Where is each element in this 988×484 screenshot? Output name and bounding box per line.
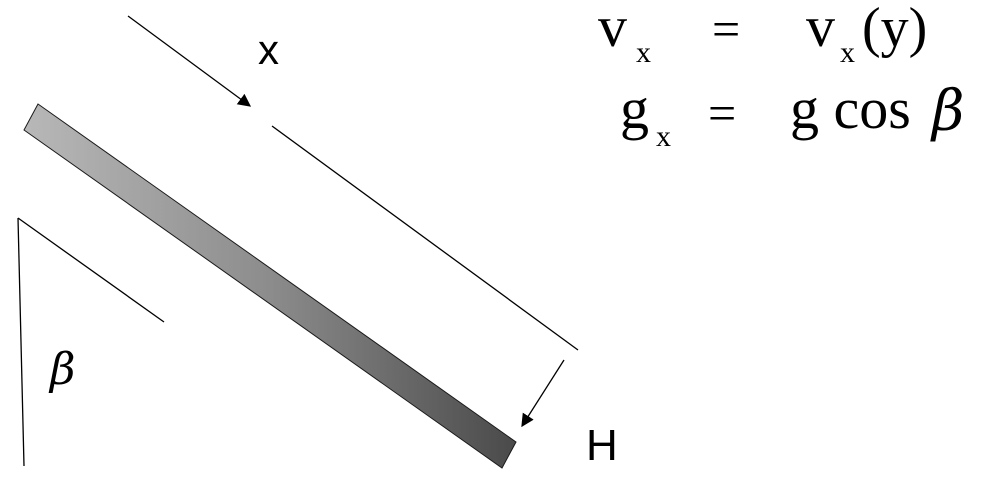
x-axis-label: x [258,26,279,73]
height-label: H [586,421,618,470]
equation-velocity: v x = v x (y) [598,0,927,69]
equation-gravity: g x = g cos β [620,76,964,153]
eq1-rhs-symbol: v [806,0,835,59]
height-arrow [521,359,565,428]
angle-vertical-line [17,217,25,467]
x-direction-arrow [127,15,252,107]
inclined-plate [23,103,517,469]
eq2-rhs-greek: β [930,79,964,144]
eq2-equals: = [708,85,736,141]
eq1-rhs-argument: (y) [862,0,927,59]
angle-inclined-line [17,217,165,323]
eq1-rhs-subscript: x [840,36,855,69]
eq2-rhs-text: g cos [790,76,911,141]
eq1-equals: = [712,1,740,57]
eq1-lhs-symbol: v [598,0,627,59]
eq1-lhs-subscript: x [636,36,651,69]
eq2-lhs-subscript: x [656,120,671,153]
film-boundary-line [271,125,579,351]
angle-label: β [48,344,75,395]
eq2-lhs-symbol: g [620,76,649,141]
